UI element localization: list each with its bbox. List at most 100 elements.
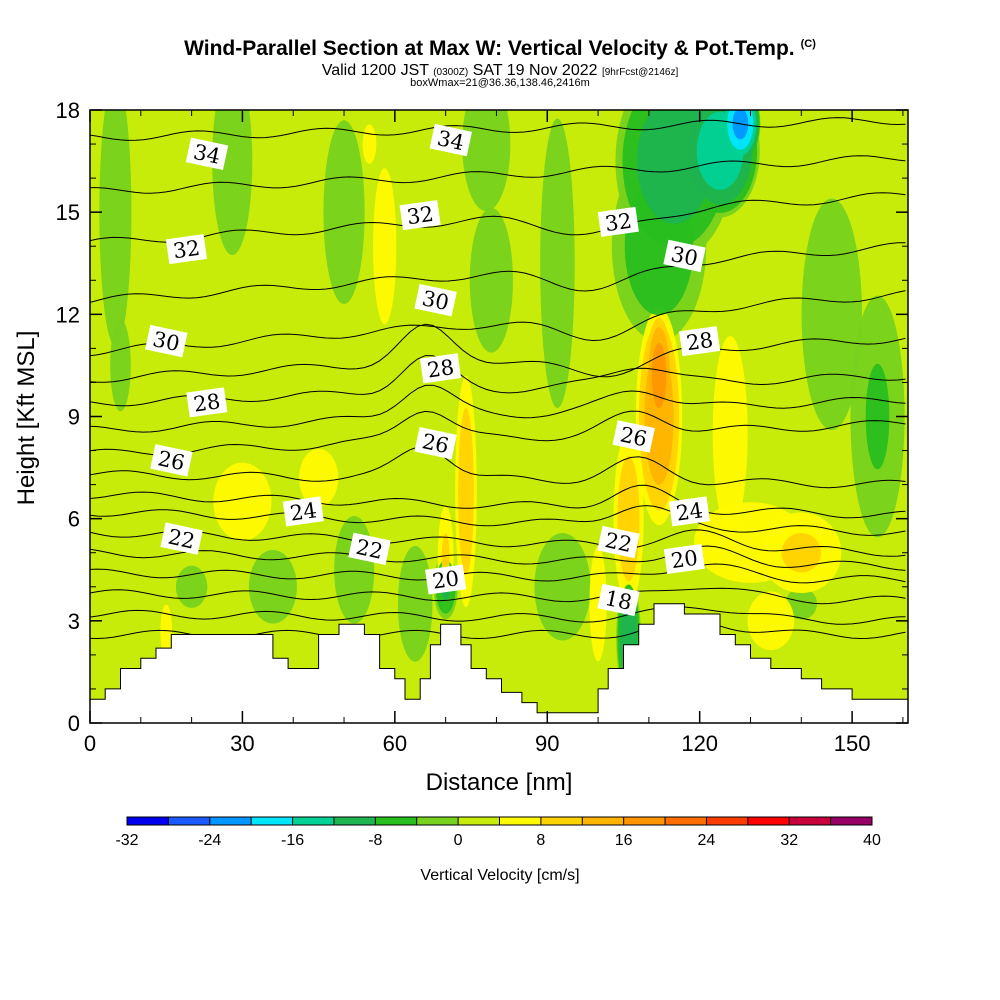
terrain-mask bbox=[89, 603, 909, 724]
colorbar-tick-label: 40 bbox=[863, 832, 881, 849]
velocity-cell bbox=[732, 110, 749, 140]
contour-label-box bbox=[425, 564, 467, 595]
velocity-cell bbox=[502, 369, 551, 532]
contour-label-text: 20 bbox=[669, 546, 699, 573]
contour-label-28: 28 bbox=[679, 326, 721, 357]
x-tick-label: 90 bbox=[535, 731, 559, 756]
contour-label-text: 22 bbox=[354, 535, 385, 564]
isentrope-18 bbox=[90, 606, 906, 625]
isentrope-26 bbox=[90, 410, 906, 456]
contour-label-box bbox=[186, 387, 228, 418]
velocity-level-20 bbox=[651, 343, 667, 409]
contour-label-box bbox=[668, 496, 710, 527]
contour-label-text: 30 bbox=[420, 286, 451, 315]
contour-label-box bbox=[597, 583, 640, 617]
colorbar-label: Vertical Velocity [cm/s] bbox=[420, 867, 579, 884]
contour-label-box bbox=[597, 206, 639, 237]
velocity-level--24 bbox=[732, 110, 749, 140]
forecast-info: [9hrFcst@2146z] bbox=[601, 67, 679, 78]
contour-label-box bbox=[282, 496, 324, 527]
contour-label-20: 20 bbox=[663, 543, 705, 575]
y-axis-label: Height [Kft MSL] bbox=[13, 331, 40, 506]
contour-label-text: 30 bbox=[669, 242, 700, 271]
colorbar-swatch bbox=[540, 817, 583, 825]
velocity-cell bbox=[298, 448, 339, 507]
velocity-cell bbox=[213, 462, 272, 541]
x-tick-label: 30 bbox=[230, 731, 254, 756]
contour-label-box bbox=[399, 200, 441, 231]
velocity-cell bbox=[362, 124, 377, 164]
contour-label-22: 22 bbox=[597, 525, 640, 559]
contour-label-text: 24 bbox=[288, 498, 318, 525]
contour-label-box bbox=[414, 284, 457, 317]
colorbar-swatch bbox=[789, 817, 832, 825]
colorbar-swatch bbox=[292, 817, 335, 825]
isentrope-24 bbox=[90, 484, 906, 519]
y-tick-label: 18 bbox=[56, 98, 80, 123]
velocity-cell bbox=[248, 549, 297, 624]
velocity-cell bbox=[865, 363, 890, 470]
contour-label-text: 26 bbox=[420, 429, 451, 458]
contour-label-text: 24 bbox=[675, 498, 705, 525]
colorbar-tick-label: 16 bbox=[615, 832, 633, 849]
velocity-cell bbox=[99, 110, 132, 347]
colorbar-swatch bbox=[499, 817, 542, 825]
contour-label-text: 26 bbox=[156, 446, 187, 475]
box-wmax-line: boxWmax=21@36.36,138.46,2416m bbox=[410, 77, 590, 89]
valid-time: Valid 1200 JST bbox=[321, 62, 429, 79]
colorbar-swatch bbox=[209, 817, 252, 825]
contour-label-32: 32 bbox=[165, 234, 207, 265]
contour-label-28: 28 bbox=[186, 387, 228, 418]
isentrope-19 bbox=[90, 587, 906, 605]
isentrope-22 bbox=[90, 529, 906, 557]
colorbar-tick-label: 32 bbox=[780, 832, 798, 849]
velocity-cell bbox=[540, 118, 575, 408]
contour-label-30: 30 bbox=[145, 324, 188, 358]
colorbar-tick-label: -24 bbox=[198, 832, 221, 849]
isentrope-33 bbox=[90, 155, 906, 194]
colorbar-swatch bbox=[127, 817, 169, 825]
isentrope-28 bbox=[90, 355, 906, 407]
contour-label-text: 20 bbox=[431, 566, 461, 593]
contour-label-26: 26 bbox=[414, 427, 457, 460]
contour-label-text: 28 bbox=[426, 355, 456, 382]
velocity-cell bbox=[334, 516, 375, 624]
contour-label-text: 18 bbox=[603, 586, 634, 615]
isentrope-27 bbox=[90, 384, 906, 433]
y-tick-label: 0 bbox=[68, 711, 80, 736]
contour-label-20: 20 bbox=[425, 564, 467, 595]
colorbar-swatch bbox=[747, 817, 790, 825]
contour-label-22: 22 bbox=[348, 532, 391, 565]
velocity-cell bbox=[458, 407, 474, 575]
isentrope-32 bbox=[90, 192, 906, 243]
x-tick-label: 0 bbox=[84, 731, 96, 756]
contour-label-30: 30 bbox=[414, 284, 457, 317]
isentrope-31 bbox=[90, 242, 906, 303]
contour-label-30: 30 bbox=[663, 239, 706, 273]
isentrope-21 bbox=[90, 545, 906, 571]
colorbar-tick-label: -8 bbox=[368, 832, 382, 849]
contour-label-34: 34 bbox=[185, 137, 229, 170]
contour-labels: 34 34 32 32 32 30 30 30 28 28 28 26 26 26 24 24 22 22 22 20… bbox=[145, 123, 721, 617]
colorbar-swatch bbox=[830, 817, 873, 825]
title-suffix: (C) bbox=[800, 38, 816, 50]
isentrope-34 bbox=[90, 117, 906, 141]
x-tick-label: 120 bbox=[681, 731, 718, 756]
contour-label-22: 22 bbox=[160, 522, 203, 555]
colorbar: -32 -24 -16 -8 0 8 16 24 32 40 bbox=[115, 816, 881, 849]
contour-label-text: 22 bbox=[603, 528, 634, 557]
colorbar-swatch bbox=[665, 817, 707, 825]
velocity-cell bbox=[110, 319, 131, 412]
contour-label-text: 30 bbox=[151, 327, 182, 356]
contour-label-box bbox=[185, 137, 229, 170]
colorbar-swatch bbox=[416, 817, 459, 825]
velocity-cell bbox=[469, 207, 513, 353]
y-tick-label: 3 bbox=[68, 609, 80, 634]
contour-label-text: 34 bbox=[191, 140, 222, 169]
contour-label-28: 28 bbox=[419, 353, 462, 384]
velocity-cell bbox=[323, 120, 365, 305]
valid-time-line: Valid 1200 JST (0300Z) SAT 19 Nov 2022 [… bbox=[0, 62, 1000, 80]
velocity-cell bbox=[397, 545, 433, 662]
velocity-cell bbox=[373, 168, 397, 325]
y-tick-label: 12 bbox=[56, 302, 80, 327]
